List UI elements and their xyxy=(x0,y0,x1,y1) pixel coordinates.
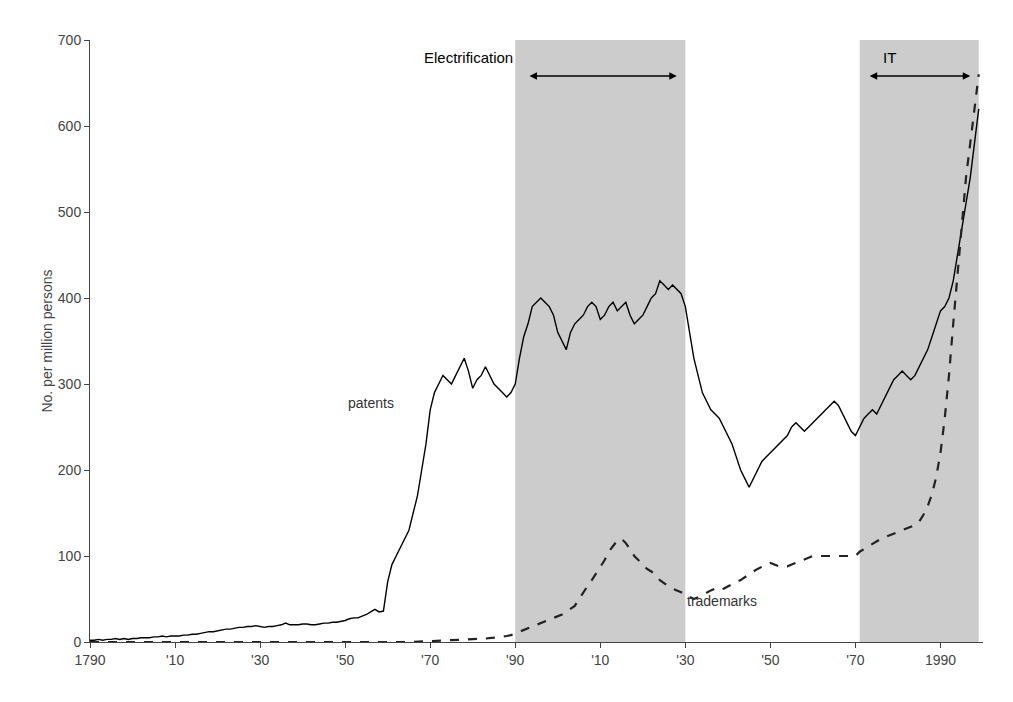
svg-text:300: 300 xyxy=(58,376,82,392)
svg-text:200: 200 xyxy=(58,462,82,478)
svg-text:'50: '50 xyxy=(761,652,779,668)
svg-text:trademarks: trademarks xyxy=(687,593,757,609)
svg-text:'30: '30 xyxy=(676,652,694,668)
svg-text:'50: '50 xyxy=(336,652,354,668)
svg-text:'10: '10 xyxy=(591,652,609,668)
svg-text:No. per million persons: No. per million persons xyxy=(39,269,55,412)
svg-text:700: 700 xyxy=(58,32,82,48)
svg-text:IT: IT xyxy=(883,49,896,66)
svg-text:1990: 1990 xyxy=(925,652,956,668)
svg-text:500: 500 xyxy=(58,204,82,220)
svg-text:'70: '70 xyxy=(846,652,864,668)
svg-text:'30: '30 xyxy=(251,652,269,668)
svg-text:0: 0 xyxy=(73,634,81,650)
svg-text:400: 400 xyxy=(58,290,82,306)
svg-text:1790: 1790 xyxy=(74,652,105,668)
svg-text:'70: '70 xyxy=(421,652,439,668)
svg-text:patents: patents xyxy=(348,395,394,411)
svg-text:100: 100 xyxy=(58,548,82,564)
svg-text:Electrification: Electrification xyxy=(424,49,513,66)
svg-text:600: 600 xyxy=(58,118,82,134)
svg-text:'10: '10 xyxy=(166,652,184,668)
svg-text:'90: '90 xyxy=(506,652,524,668)
